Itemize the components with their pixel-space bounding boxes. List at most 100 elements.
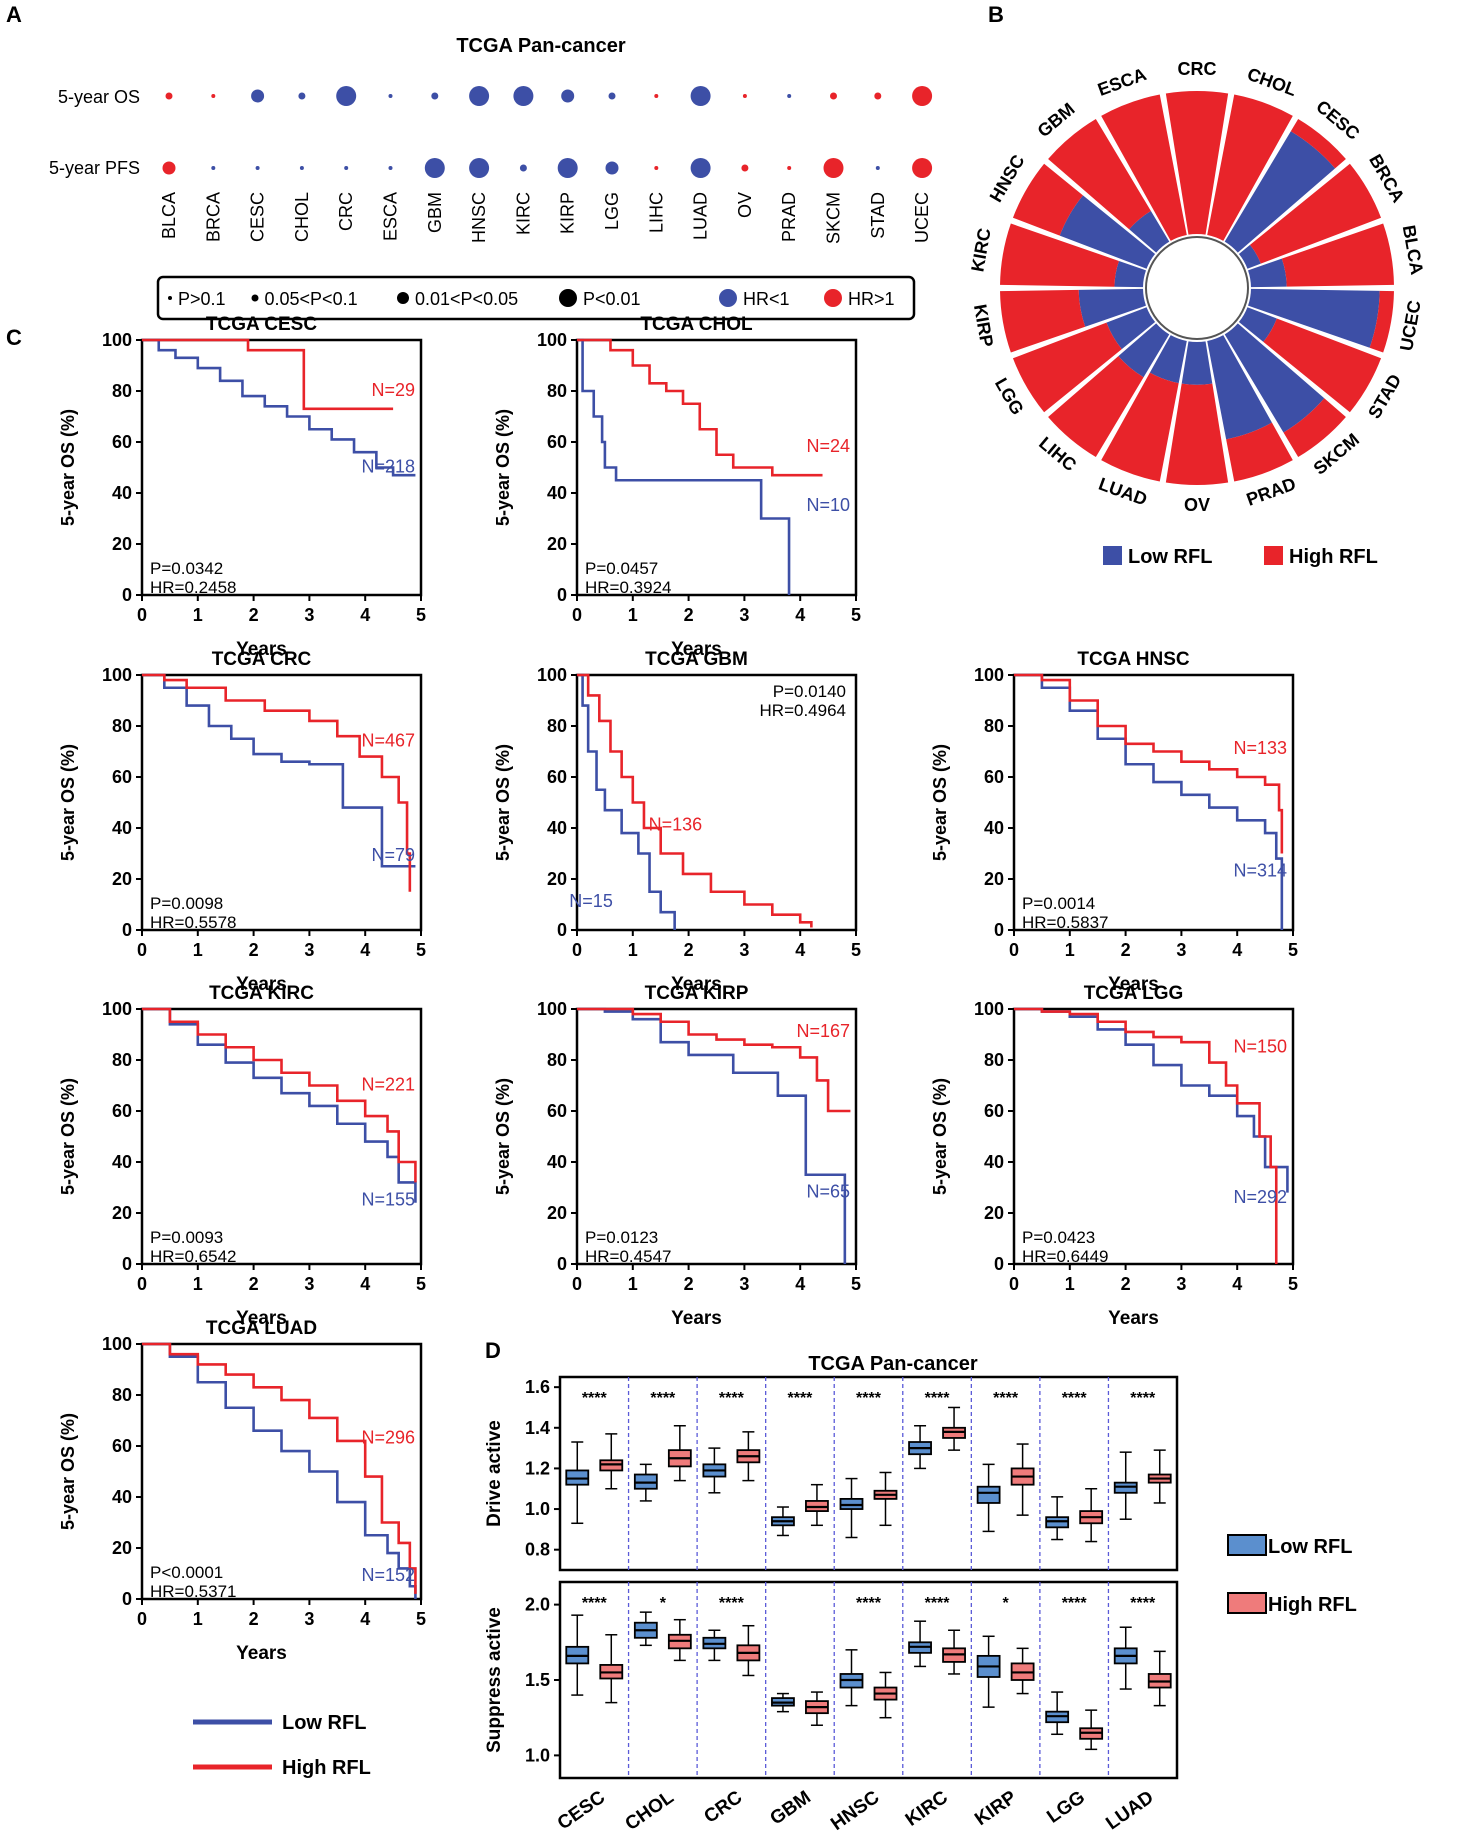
km-xtick-label: 0 [137, 1609, 147, 1629]
km-n-high: N=24 [806, 436, 850, 456]
km-ytick-label: 20 [547, 869, 567, 889]
km-ytick-label: 40 [547, 818, 567, 838]
km-ytick-label: 0 [122, 585, 132, 605]
significance-hnsc: **** [856, 1595, 882, 1612]
km-n-high: N=467 [361, 730, 415, 750]
km-xlabel: Years [236, 1643, 287, 1664]
km-plot-frame [140, 338, 423, 597]
km-curve-high [577, 338, 823, 477]
km-xtick-label: 5 [1288, 1274, 1298, 1294]
dot-pfs-brca [211, 166, 216, 170]
km-xtick-label: 3 [304, 940, 314, 960]
col-label-luad: LUAD [691, 192, 711, 240]
radial-low-blca [1248, 258, 1287, 288]
radial-high-blca [1281, 223, 1394, 287]
legend-label-5: HR>1 [848, 289, 895, 309]
legend-low-label: Low RFL [1128, 546, 1212, 568]
km-xtick-label: 1 [628, 605, 638, 625]
km-n-high: N=296 [361, 1427, 415, 1447]
km-ytick-label: 80 [112, 381, 132, 401]
km-ytick-label: 0 [122, 1589, 132, 1609]
km-xtick-label: 2 [1121, 1274, 1131, 1294]
km-xtick-label: 1 [193, 605, 203, 625]
km-xtick-label: 5 [416, 1274, 426, 1294]
km-panel-kirp: TCGA KIRP 0 1 2 3 4 5 0 20 40 60 80 100 Years 5-year O… [493, 983, 861, 1329]
km-title: TCGA KIRP [645, 983, 749, 1004]
box-ytick-label: 1.6 [525, 1377, 550, 1397]
dot-pfs-lihc [654, 166, 659, 170]
km-xtick-label: 5 [851, 940, 861, 960]
km-xtick-label: 4 [360, 1274, 370, 1294]
dot-os-lihc [654, 94, 659, 98]
km-ytick-label: 0 [994, 920, 1004, 940]
km-xtick-label: 2 [249, 1274, 259, 1294]
km-xtick-label: 0 [1009, 940, 1019, 960]
km-xtick-label: 4 [360, 940, 370, 960]
km-xtick-label: 4 [1232, 940, 1242, 960]
km-ytick-label: 40 [984, 1152, 1004, 1172]
radial-high-ov [1165, 383, 1229, 485]
col-label-crc: CRC [336, 192, 356, 231]
km-ytick-label: 60 [984, 1101, 1004, 1121]
km-xtick-label: 1 [193, 1609, 203, 1629]
km-plot-frame [140, 673, 423, 932]
km-pvalue: P=0.0342 [150, 559, 223, 578]
km-plot-frame [1012, 673, 1295, 932]
radial-label-chol: CHOL [1245, 64, 1300, 100]
legend-low-swatch [1103, 546, 1122, 565]
legend-box [156, 275, 916, 321]
dot-os-cesc [251, 89, 265, 103]
dot-os-hnsc [469, 86, 490, 106]
radial-low-gbm [1129, 210, 1170, 253]
radial-low-skcm [1224, 323, 1325, 433]
box-legend-high-swatch [1227, 1592, 1267, 1614]
significance-luad: **** [1130, 1390, 1156, 1407]
col-label-cesc: CESC [248, 192, 268, 242]
km-xtick-label: 0 [137, 1274, 147, 1294]
legend-marker-0 [168, 296, 172, 300]
radial-low-hnsc [1059, 195, 1156, 269]
legend-label-3: P<0.01 [583, 289, 641, 309]
significance-crc: **** [719, 1390, 745, 1407]
row-label-os: 5-year OS [58, 87, 140, 107]
km-ytick-label: 60 [984, 767, 1004, 787]
km-ytick-label: 0 [122, 920, 132, 940]
radial-label-kirc: KIRC [967, 227, 994, 274]
km-plot-frame [575, 338, 858, 597]
box-xlabel-chol: CHOL [622, 1787, 678, 1835]
dot-pfs-chol [299, 166, 304, 170]
km-ylabel: 5-year OS (%) [930, 1078, 950, 1195]
km-ytick-label: 80 [547, 1050, 567, 1070]
km-curve-low [142, 338, 416, 477]
km-ytick-label: 100 [102, 330, 132, 350]
legend-marker-2 [397, 292, 409, 304]
km-xtick-label: 2 [1121, 940, 1131, 960]
box-xlabel-cesc: CESC [554, 1787, 610, 1835]
km-xlabel: Years [671, 639, 722, 660]
box-ytick-label: 1.4 [525, 1418, 550, 1438]
km-xtick-label: 0 [1009, 1274, 1019, 1294]
km-hr: HR=0.5371 [150, 1582, 236, 1601]
km-ytick-label: 80 [547, 716, 567, 736]
box-xlabel-hnsc: HNSC [827, 1787, 883, 1835]
km-curve-low [142, 1007, 417, 1203]
km-hr: HR=0.4547 [585, 1247, 671, 1266]
km-xtick-label: 5 [416, 605, 426, 625]
dot-os-skcm [830, 92, 837, 100]
legend-marker-5 [824, 289, 842, 307]
radial-high-skcm [1283, 398, 1346, 458]
dot-pfs-kirp [557, 158, 578, 178]
km-ytick-label: 100 [537, 999, 567, 1019]
km-xtick-label: 4 [1232, 1274, 1242, 1294]
box-frame [558, 1375, 1179, 1572]
km-ytick-label: 60 [112, 1436, 132, 1456]
panel-d-box-plots: TCGA Pan-cancer 0.8 1.0 1.2 1.4 1.6 Drive acti… [484, 1353, 1357, 1835]
km-plot-frame [140, 1342, 423, 1601]
dot-os-lgg [608, 92, 616, 100]
km-xtick-label: 2 [684, 940, 694, 960]
dot-os-crc [336, 86, 357, 106]
km-ytick-label: 60 [112, 1101, 132, 1121]
col-label-lgg: LGG [602, 192, 622, 230]
col-label-kirp: KIRP [558, 192, 578, 234]
